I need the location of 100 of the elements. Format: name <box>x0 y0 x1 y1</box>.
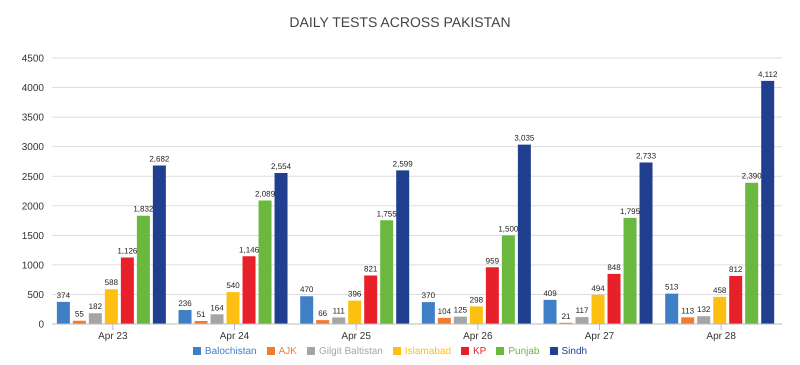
data-label: 458 <box>713 286 727 295</box>
y-tick-label: 4000 <box>22 83 44 94</box>
bar <box>274 173 288 324</box>
bar <box>364 275 378 324</box>
bar <box>210 314 224 324</box>
bar <box>592 294 605 324</box>
bar <box>470 306 483 324</box>
data-label: 821 <box>364 264 378 274</box>
y-tick-label: 500 <box>27 290 44 301</box>
bar <box>348 300 362 324</box>
data-label: 104 <box>438 306 452 316</box>
data-label: 66 <box>318 309 328 318</box>
legend-label: AJK <box>278 346 297 357</box>
data-label: 470 <box>300 285 314 294</box>
y-tick-label: 1500 <box>22 230 44 242</box>
data-label: 21 <box>562 312 572 321</box>
bar <box>242 256 256 324</box>
data-label: 51 <box>196 310 206 319</box>
bar <box>104 289 118 324</box>
data-label: 298 <box>470 295 484 304</box>
data-label: 513 <box>665 282 679 292</box>
x-tick-label: Apr 26 <box>463 331 493 342</box>
data-label: 113 <box>681 306 695 316</box>
bar <box>258 200 272 324</box>
y-tick-label: 4500 <box>22 54 44 65</box>
bar <box>316 320 330 324</box>
data-label: 374 <box>56 290 71 300</box>
chart-title: DAILY TESTS ACROSS PAKISTAN <box>288 13 512 32</box>
data-label: 236 <box>178 299 192 308</box>
bar <box>745 182 758 324</box>
x-tick-label: Apr 23 <box>98 331 128 342</box>
bar <box>396 170 410 324</box>
y-tick-label: 3000 <box>22 142 44 154</box>
bar <box>665 294 678 324</box>
bar <box>332 317 346 324</box>
bar <box>152 165 166 324</box>
data-label: 111 <box>332 306 346 316</box>
bar <box>380 220 394 324</box>
bar <box>681 317 694 324</box>
bar <box>454 316 467 324</box>
data-label: 848 <box>607 262 622 272</box>
y-tick-label: 2000 <box>22 201 44 212</box>
bar <box>422 302 435 324</box>
bar <box>761 80 774 324</box>
y-tick-label: 1000 <box>22 260 44 272</box>
bar <box>226 292 240 324</box>
data-label: 4,112 <box>758 70 778 79</box>
data-label: 2,733 <box>636 151 657 160</box>
bar <box>120 257 134 324</box>
data-label: 540 <box>226 281 240 290</box>
legend-label: Punjab <box>508 346 540 357</box>
bar <box>713 296 726 324</box>
x-tick-label: Apr 28 <box>706 331 736 342</box>
data-label: 55 <box>74 310 84 319</box>
bar <box>640 162 653 324</box>
bar <box>576 317 589 324</box>
data-label: 494 <box>591 284 606 293</box>
bar <box>518 144 531 324</box>
data-label: 1,832 <box>133 204 154 214</box>
bar <box>624 218 637 324</box>
x-tick-label: Apr 25 <box>341 331 372 342</box>
bar <box>178 310 192 324</box>
bar <box>544 300 557 324</box>
data-label: 1,500 <box>498 224 519 234</box>
bar <box>72 320 86 324</box>
data-label: 3,035 <box>514 134 535 143</box>
data-label: 959 <box>486 256 500 266</box>
data-label: 396 <box>348 290 362 299</box>
x-tick-label: Apr 24 <box>220 331 250 342</box>
data-label: 1,126 <box>117 246 138 256</box>
data-label: 812 <box>729 265 743 274</box>
data-label: 182 <box>88 302 103 312</box>
x-tick-label: Apr 27 <box>584 331 615 342</box>
data-label: 125 <box>454 306 468 315</box>
legend-label: Gilgit Baltistan <box>318 346 383 357</box>
data-label: 588 <box>104 278 119 288</box>
bar <box>502 235 515 324</box>
y-tick-label: 3500 <box>22 112 44 124</box>
bar <box>697 316 710 324</box>
bar <box>136 216 150 324</box>
bar <box>608 274 621 324</box>
legend-label: Sindh <box>562 346 588 357</box>
legend-label: KP <box>473 346 486 357</box>
legend-label: Islamabad <box>404 346 452 357</box>
y-tick-label: 0 <box>38 320 44 331</box>
data-label: 2,682 <box>149 154 170 164</box>
bar <box>729 276 742 324</box>
data-label: 2,599 <box>392 159 414 168</box>
data-label: 370 <box>422 291 436 300</box>
bar <box>486 267 499 324</box>
bar <box>88 313 102 324</box>
bar <box>300 296 314 324</box>
data-label: 164 <box>210 303 224 312</box>
legend-label: Balochistan <box>204 346 257 357</box>
data-label: 2,554 <box>271 162 292 172</box>
y-tick-label: 2500 <box>22 172 44 183</box>
data-label: 409 <box>543 288 558 298</box>
bar <box>56 302 70 324</box>
data-label: 117 <box>576 306 589 316</box>
data-label: 132 <box>697 305 711 314</box>
